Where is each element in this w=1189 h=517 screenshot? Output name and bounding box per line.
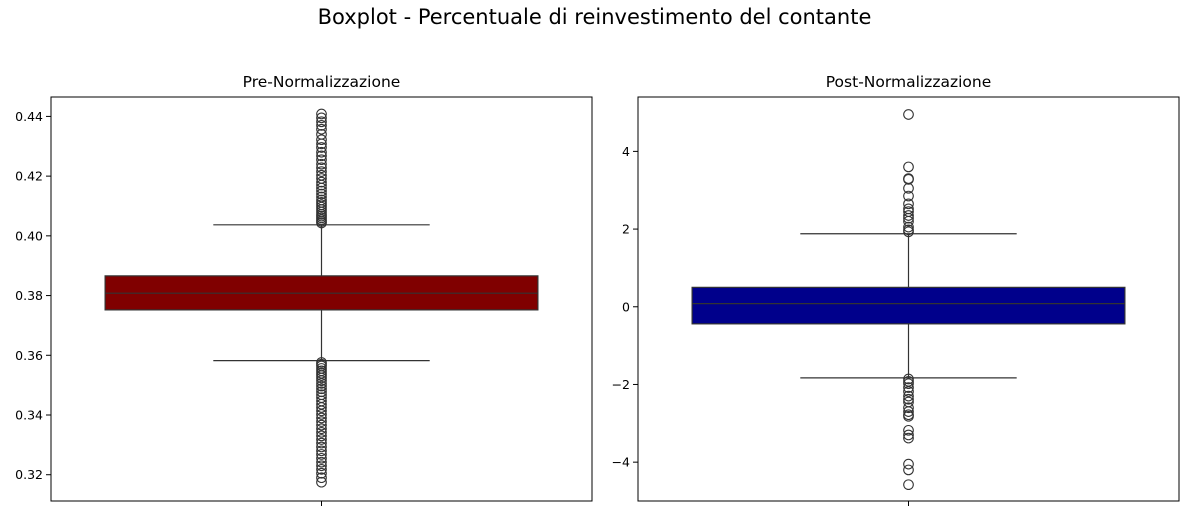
outlier-point	[316, 188, 327, 200]
y-tick-label: 4	[622, 144, 630, 159]
outlier-point	[903, 458, 914, 470]
outlier-point	[316, 372, 327, 384]
y-tick-label: 0.44	[15, 109, 43, 124]
outlier-point	[316, 154, 327, 166]
outlier-point	[903, 410, 914, 422]
outlier-point	[903, 215, 914, 227]
outlier-point	[316, 452, 327, 464]
outlier-point	[316, 449, 327, 460]
outlier-point	[316, 185, 327, 197]
outlier-point	[316, 217, 327, 229]
outlier-point	[903, 424, 914, 436]
outlier-point	[316, 370, 327, 381]
outlier-point	[903, 378, 914, 390]
outlier-point	[316, 383, 327, 395]
panel-title: Post-Normalizzazione	[826, 73, 991, 91]
outlier-point	[316, 116, 327, 128]
y-tick-label: 0	[622, 299, 630, 314]
outlier-point	[903, 226, 914, 238]
outlier-point	[316, 166, 327, 177]
outlier-point	[316, 158, 327, 170]
outlier-point	[316, 134, 327, 146]
outlier-point	[316, 380, 327, 392]
outlier-point	[316, 412, 327, 424]
outlier-point	[316, 402, 327, 413]
outlier-point	[316, 179, 327, 191]
outlier-point	[316, 419, 327, 431]
iqr-box	[691, 286, 1126, 325]
outlier-point	[316, 108, 327, 120]
panel-pre-normalizzazione: Pre-Normalizzazione 0.32 0.34 0.36 0.38 0.40 0…	[15, 73, 593, 506]
outlier-point	[316, 456, 327, 468]
y-tick-label: 0.40	[15, 228, 43, 243]
outlier-point	[316, 191, 327, 203]
outlier-point	[903, 382, 914, 393]
outlier-point	[903, 182, 914, 194]
outlier-point	[903, 221, 914, 233]
outlier-point	[316, 445, 327, 457]
panel-title: Pre-Normalizzazione	[243, 73, 401, 91]
panel-post-normalizzazione: Post-Normalizzazione −4 −2 0 2 4	[612, 73, 1180, 506]
outlier-point	[903, 479, 914, 491]
outlier-point	[316, 162, 327, 174]
outlier-point	[316, 176, 327, 188]
outlier-point	[316, 150, 327, 162]
outlier-point	[316, 123, 327, 135]
figure-suptitle: Boxplot - Percentuale di reinvestimento …	[317, 5, 872, 29]
outlier-point	[316, 138, 327, 150]
outlier-point	[316, 437, 327, 449]
outlier-point	[316, 441, 327, 453]
y-tick-label: 2	[622, 222, 630, 237]
outlier-point	[316, 201, 327, 213]
outlier-point	[903, 402, 914, 414]
outlier-point	[316, 378, 327, 389]
y-tick-label: 0.32	[15, 467, 43, 482]
outlier-point	[316, 434, 327, 445]
outlier-point	[903, 464, 914, 476]
outlier-point	[903, 109, 914, 120]
outlier-point	[316, 476, 327, 488]
outlier-point	[316, 409, 327, 420]
y-tick-label: 0.38	[15, 288, 43, 303]
y-tick-label: 0.34	[15, 408, 43, 423]
outlier-point	[316, 204, 327, 215]
outlier-point	[316, 416, 327, 427]
outlier-point	[316, 463, 327, 475]
outlier-point	[316, 142, 327, 153]
outlier-point	[903, 386, 914, 397]
outlier-point	[903, 390, 914, 402]
outlier-point	[316, 112, 327, 124]
y-tick-label: −2	[612, 377, 630, 392]
outlier-point	[316, 120, 327, 131]
outlier-point	[903, 432, 914, 444]
outlier-point	[316, 430, 327, 442]
outlier-point	[903, 429, 914, 441]
outlier-point	[903, 406, 914, 418]
outlier-point	[316, 423, 327, 435]
outlier-point	[316, 375, 327, 387]
y-tick-label: 0.42	[15, 169, 43, 184]
y-tick-label: −4	[612, 455, 630, 470]
outlier-point	[316, 426, 327, 438]
outlier-point	[903, 190, 914, 202]
y-tick-label: 0.36	[15, 348, 43, 363]
outlier-point	[903, 212, 914, 224]
outlier-point	[316, 398, 327, 410]
outlier-point	[316, 146, 327, 158]
outlier-point	[903, 393, 914, 405]
outlier-point	[903, 210, 914, 221]
outlier-point	[903, 174, 914, 185]
outlier-point	[316, 467, 327, 479]
outlier-point	[316, 182, 327, 194]
outlier-point	[316, 405, 327, 417]
outlier-point	[316, 472, 327, 484]
outlier-point	[316, 460, 327, 472]
outlier-point	[903, 198, 914, 210]
outlier-point	[903, 161, 914, 173]
outlier-point	[316, 367, 327, 379]
